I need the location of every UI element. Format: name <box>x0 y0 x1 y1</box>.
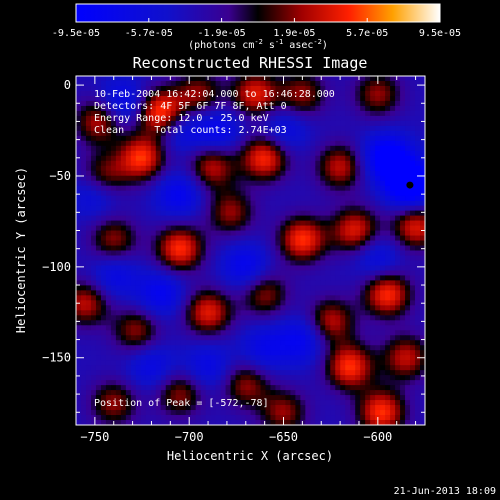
y-axis-label: Heliocentric Y (arcsec) <box>14 167 28 333</box>
x-tick-label: −600 <box>363 430 392 444</box>
colorbar-tick-label: 9.5e-05 <box>419 28 461 39</box>
y-tick-label: −50 <box>49 169 71 183</box>
y-tick-label: −150 <box>42 351 71 365</box>
x-tick-label: −650 <box>269 430 298 444</box>
x-tick-label: −700 <box>175 430 204 444</box>
x-axis-label: Heliocentric X (arcsec) <box>167 449 333 463</box>
detectors-text: Detectors: 4F 5F 6F 7F 8F, Att 0 <box>94 101 287 112</box>
heatmap-image <box>76 76 425 425</box>
peak-position-text: Position of Peak = [-572,-78] <box>94 398 269 409</box>
x-tick-label: −750 <box>80 430 109 444</box>
y-axis-ticks: 0 −50 −100 −150 <box>42 78 425 413</box>
heatmap-cells <box>76 76 425 425</box>
energy-range-text: Energy Range: 12.0 - 25.0 keV <box>94 113 269 124</box>
colorbar-ticks: -9.5e-05 -5.7e-05 -1.9e-05 1.9e-05 5.7e-05 9.… <box>52 18 461 39</box>
observation-info: 10-Feb-2004 16:42:04.000 to 16:46:28.000… <box>94 89 335 136</box>
chart-title: Reconstructed RHESSI Image <box>133 54 368 72</box>
time-range-text: 10-Feb-2004 16:42:04.000 to 16:46:28.000 <box>94 89 335 100</box>
colorbar-tick-label: -1.9e-05 <box>198 28 246 39</box>
colorbar-tick-label: 1.9e-05 <box>273 28 315 39</box>
colorbar-tick-label: -5.7e-05 <box>125 28 173 39</box>
x-axis-ticks: −750 −700 −650 −600 <box>75 76 417 444</box>
peak-marker <box>406 181 414 189</box>
colorbar-units: (photons cm-2 s-1 asec-2) <box>188 38 328 51</box>
plot-frame <box>75 75 426 426</box>
y-tick-label: 0 <box>64 78 71 92</box>
colorbar <box>75 3 441 23</box>
y-tick-label: −100 <box>42 260 71 274</box>
clean-counts-text: Clean Total counts: 2.74E+03 <box>94 125 287 136</box>
colorbar-tick-label: 5.7e-05 <box>346 28 388 39</box>
colorbar-tick-label: -9.5e-05 <box>52 28 100 39</box>
footer-date: 21-Jun-2013 18:09 <box>394 486 496 497</box>
